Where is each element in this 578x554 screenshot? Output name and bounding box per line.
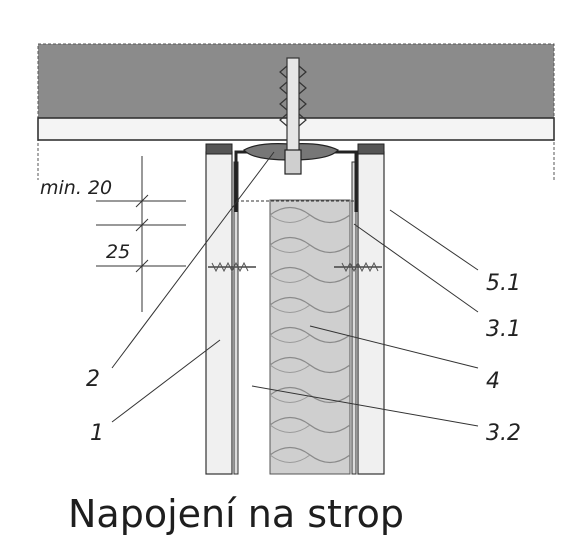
gasket-right xyxy=(357,143,385,155)
gasket-left xyxy=(205,143,233,155)
screw-left xyxy=(208,261,256,273)
screw-right xyxy=(334,261,382,273)
dimension-min-20: min. 20 xyxy=(40,177,112,199)
label-item-3-2: 3.2 xyxy=(486,421,521,446)
label-item-5-1: 5.1 xyxy=(486,271,521,296)
label-item-4: 4 xyxy=(486,369,500,394)
leader-lines xyxy=(111,151,479,427)
label-item-1: 1 xyxy=(90,421,104,446)
dimension-25: 25 xyxy=(106,241,130,263)
right-board-outer xyxy=(357,151,385,475)
diagram-caption: Napojení na strop xyxy=(68,492,405,536)
label-item-3-1: 3.1 xyxy=(486,317,521,342)
right-board-inner xyxy=(351,161,357,475)
label-item-2: 2 xyxy=(86,367,100,392)
left-board-outer xyxy=(205,151,233,475)
mineral-wool-texture xyxy=(270,200,350,474)
dimension-lines xyxy=(96,156,186,312)
ceiling-anchor xyxy=(279,57,307,175)
